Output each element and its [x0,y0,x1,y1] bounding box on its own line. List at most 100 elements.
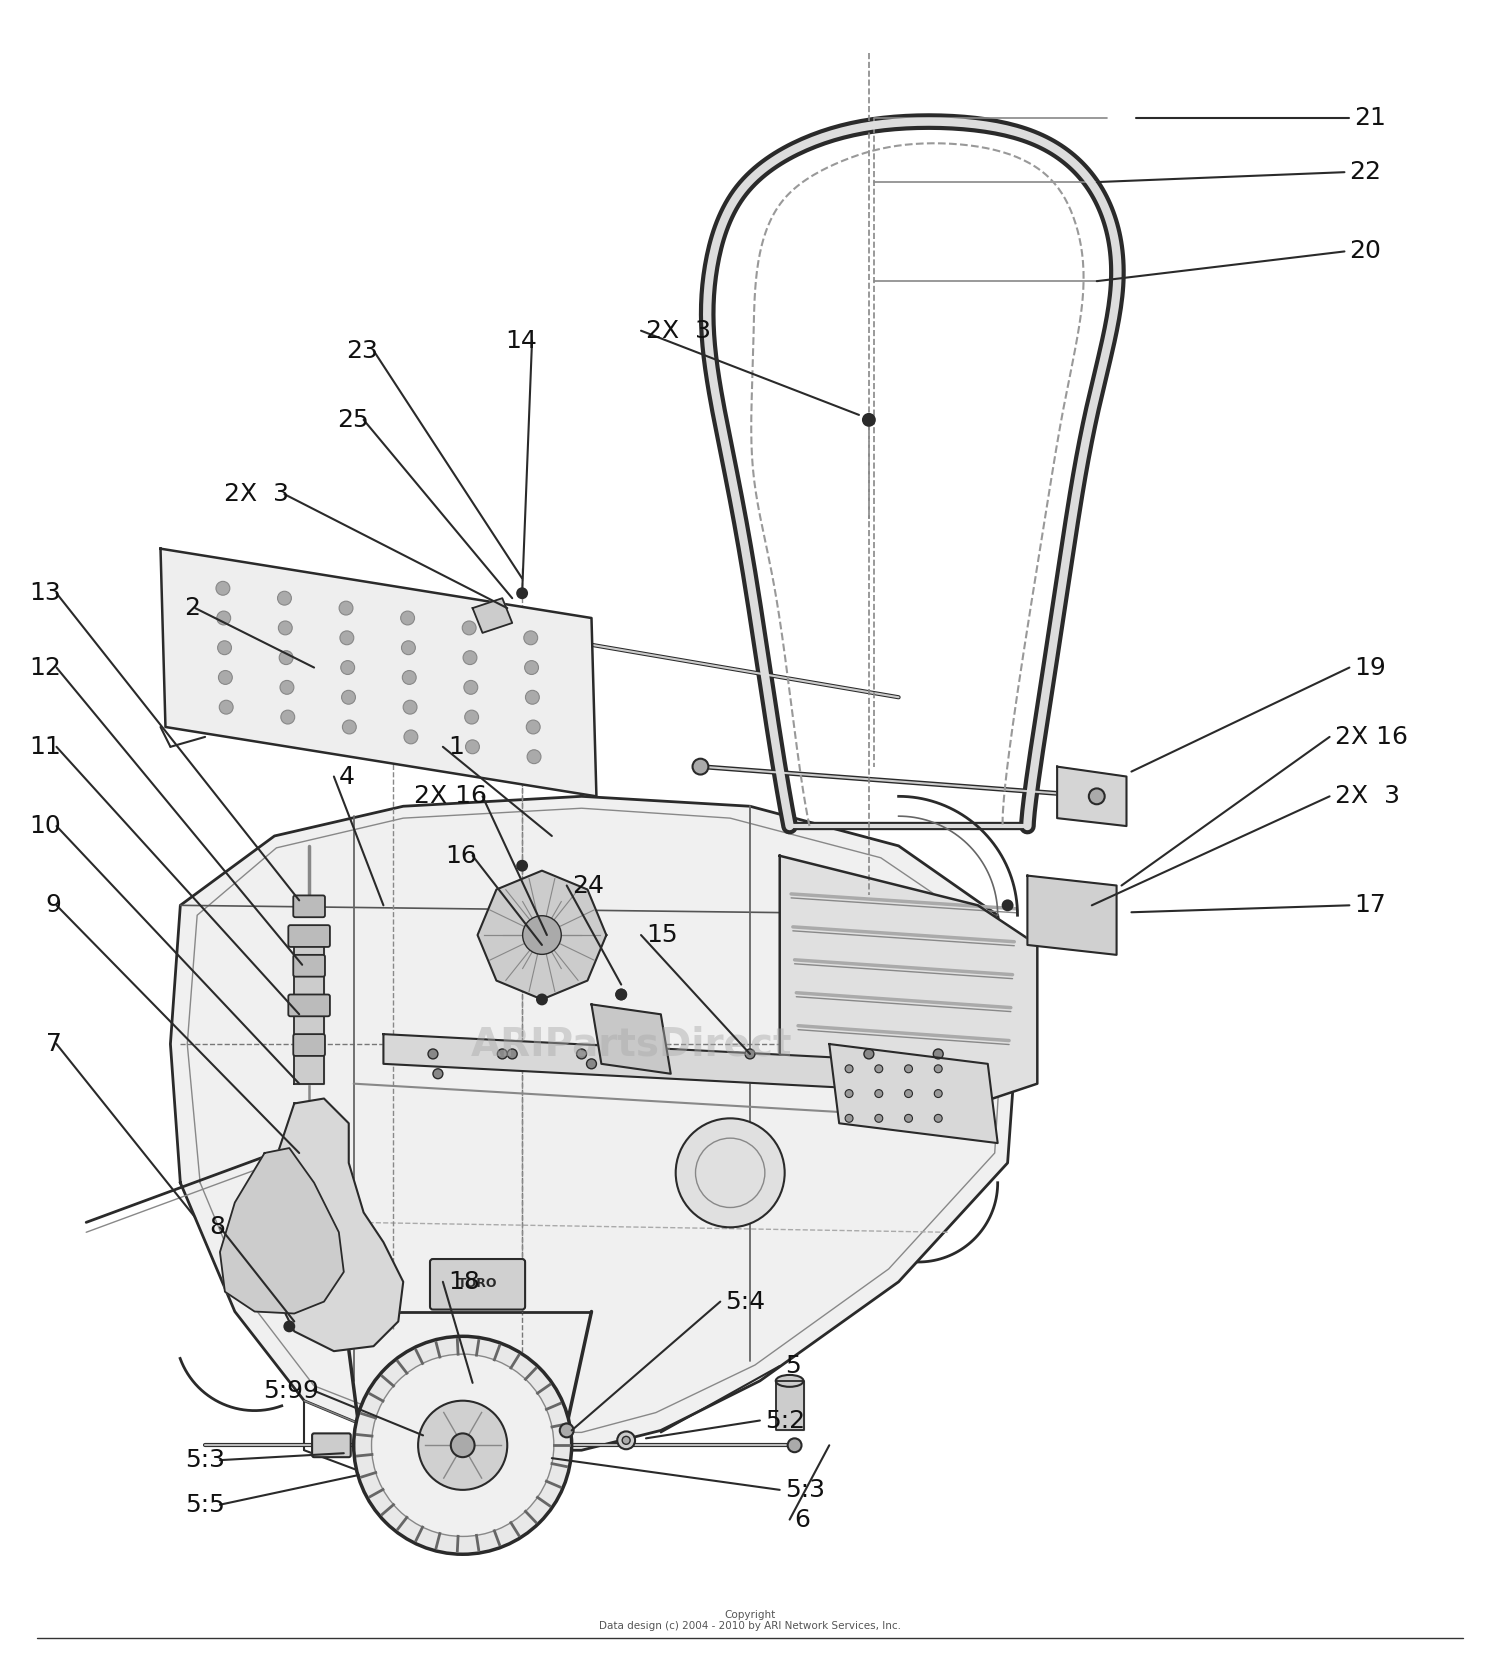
Circle shape [844,1115,853,1123]
Ellipse shape [468,1384,496,1396]
Circle shape [615,988,627,1001]
Ellipse shape [776,1374,804,1386]
Circle shape [402,670,416,685]
Circle shape [844,1078,853,1088]
Text: 2: 2 [184,596,200,620]
Text: 6: 6 [795,1508,810,1531]
Circle shape [616,1431,634,1449]
Circle shape [934,1090,942,1098]
Text: 2X 16: 2X 16 [1335,725,1407,750]
Circle shape [1089,788,1104,805]
Polygon shape [294,935,324,1083]
Circle shape [622,1436,630,1444]
Circle shape [340,661,354,675]
Text: 5:5: 5:5 [184,1493,225,1516]
Text: 2X  3: 2X 3 [1335,785,1400,808]
Circle shape [340,631,354,645]
Circle shape [560,1423,573,1438]
Text: 1: 1 [448,735,464,758]
Polygon shape [477,871,606,1000]
Text: ARIPartsDirect: ARIPartsDirect [471,1025,792,1063]
Text: 20: 20 [1350,240,1382,263]
Circle shape [862,413,876,426]
Circle shape [464,680,478,695]
Circle shape [278,591,291,605]
Text: 10: 10 [30,815,62,838]
Text: 5:99: 5:99 [262,1379,320,1403]
Circle shape [279,621,292,635]
Circle shape [354,1336,572,1554]
Text: 21: 21 [1354,105,1386,130]
Circle shape [404,730,418,743]
Text: 14: 14 [506,328,537,353]
Circle shape [402,641,416,655]
Text: 18: 18 [448,1269,480,1294]
Text: 5:4: 5:4 [724,1289,765,1313]
Text: 11: 11 [30,735,62,758]
Text: 12: 12 [30,655,62,680]
Circle shape [934,1115,942,1123]
FancyBboxPatch shape [294,895,326,918]
Circle shape [862,413,874,426]
Circle shape [536,993,548,1005]
Text: 5:3: 5:3 [784,1478,825,1501]
Circle shape [874,1115,884,1123]
Circle shape [526,750,542,763]
Circle shape [903,1088,914,1098]
Circle shape [452,1433,474,1458]
Text: 2X 16: 2X 16 [414,785,488,808]
Circle shape [219,670,232,685]
Text: 17: 17 [1354,893,1386,918]
Circle shape [788,1438,801,1453]
Text: Copyright
Data design (c) 2004 - 2010 by ARI Network Services, Inc.: Copyright Data design (c) 2004 - 2010 by… [598,1609,902,1631]
Circle shape [904,1115,912,1123]
Text: 22: 22 [1350,160,1382,185]
Circle shape [864,1050,874,1060]
Circle shape [1002,900,1014,911]
Text: 4: 4 [339,765,356,788]
Circle shape [404,700,417,715]
Polygon shape [830,1045,998,1143]
Circle shape [844,1065,853,1073]
Circle shape [507,1050,518,1060]
Text: 9: 9 [45,893,62,918]
Circle shape [400,611,414,625]
Circle shape [516,860,528,871]
Polygon shape [780,856,1038,1103]
Text: 25: 25 [338,408,369,431]
Circle shape [465,740,480,753]
Polygon shape [264,1098,404,1351]
Circle shape [904,1065,912,1073]
Text: 5:2: 5:2 [765,1408,806,1433]
Text: 5: 5 [784,1354,801,1378]
Circle shape [280,680,294,695]
Circle shape [576,1050,586,1060]
Polygon shape [591,1005,670,1075]
Text: 15: 15 [646,923,678,946]
Circle shape [216,581,229,595]
Circle shape [284,1321,296,1333]
Text: 23: 23 [346,338,378,363]
Polygon shape [472,598,512,633]
FancyBboxPatch shape [294,1035,326,1056]
Circle shape [280,710,294,725]
Circle shape [525,661,538,675]
Circle shape [465,710,478,725]
FancyBboxPatch shape [312,1433,351,1458]
Circle shape [433,1070,442,1078]
FancyBboxPatch shape [294,955,326,976]
Circle shape [933,1050,944,1060]
Circle shape [339,601,352,615]
Circle shape [464,651,477,665]
Text: 2X  3: 2X 3 [646,318,711,343]
Circle shape [526,720,540,735]
Polygon shape [1028,876,1116,955]
Text: 13: 13 [30,581,62,605]
Circle shape [746,1050,754,1060]
Polygon shape [160,548,597,796]
FancyBboxPatch shape [288,995,330,1016]
Circle shape [219,700,232,715]
Text: 19: 19 [1354,655,1386,680]
Polygon shape [1058,766,1126,826]
FancyBboxPatch shape [288,925,330,946]
